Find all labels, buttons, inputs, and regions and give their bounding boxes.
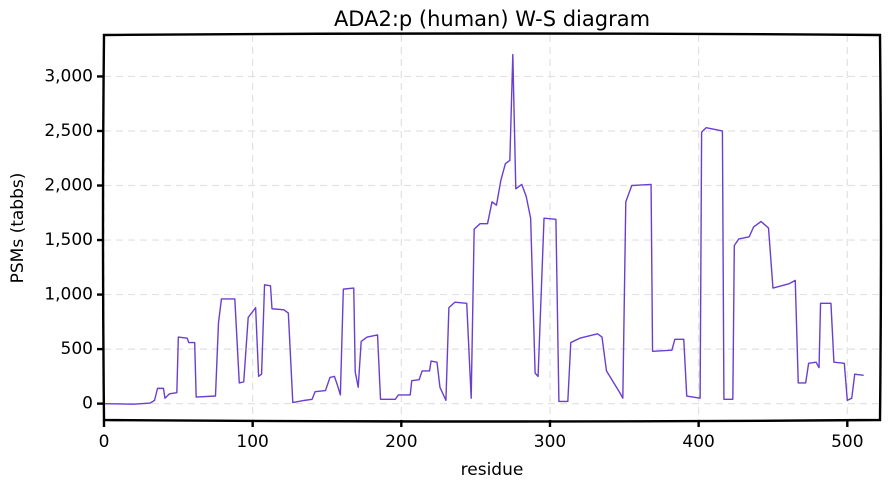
x-axis-label: residue bbox=[461, 460, 524, 480]
x-tick-label: 500 bbox=[831, 432, 863, 452]
y-tick-label: 0 bbox=[82, 394, 93, 414]
data-line bbox=[103, 53, 864, 405]
y-tick-label: 2,000 bbox=[44, 176, 93, 196]
x-tick-label: 400 bbox=[682, 432, 714, 452]
y-tick-label: 1,500 bbox=[44, 230, 93, 250]
x-tick-label: 200 bbox=[385, 432, 417, 452]
y-tick-label: 1,000 bbox=[44, 285, 93, 305]
chart-title: ADA2:p (human) W-S diagram bbox=[334, 7, 650, 31]
y-tick-label: 2,500 bbox=[44, 121, 93, 141]
y-axis-label: PSMs (tabbs) bbox=[8, 173, 28, 284]
y-tick-label: 3,000 bbox=[44, 66, 93, 86]
x-tick-label: 0 bbox=[99, 432, 110, 452]
plot-frame bbox=[101, 32, 883, 423]
x-tick-label: 300 bbox=[534, 432, 566, 452]
y-tick-label: 500 bbox=[61, 339, 93, 359]
x-tick-label: 100 bbox=[236, 432, 268, 452]
